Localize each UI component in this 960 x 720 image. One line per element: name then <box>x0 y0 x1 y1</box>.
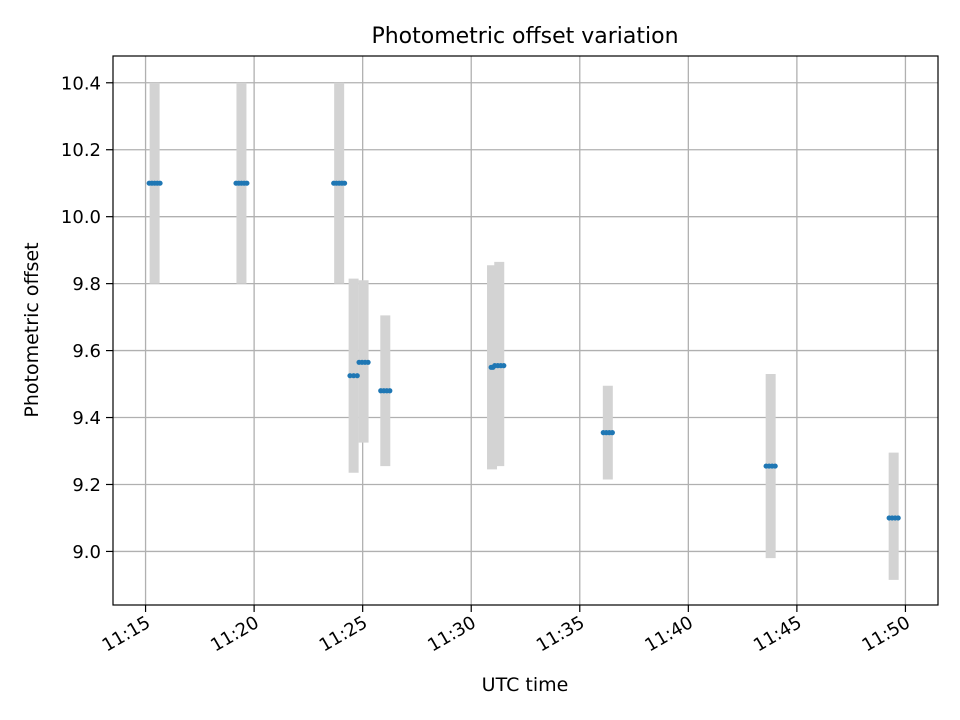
y-tick-label: 10.2 <box>61 140 101 161</box>
y-axis-label: Photometric offset <box>21 242 43 417</box>
data-point <box>772 463 778 469</box>
y-axis-ticks: 9.0 9.2 9.4 9.6 9.8 10.0 10.2 10.4 <box>61 73 113 563</box>
y-tick-label: 9.0 <box>72 542 101 563</box>
data-markers <box>146 180 901 521</box>
data-point <box>387 388 393 394</box>
y-tick-label: 10.4 <box>61 73 101 94</box>
data-point <box>157 180 163 186</box>
x-axis-label: UTC time <box>482 674 569 696</box>
data-point <box>341 180 348 186</box>
y-tick-label: 9.2 <box>72 475 101 496</box>
chart-title: Photometric offset variation <box>371 24 678 49</box>
data-point <box>347 373 353 379</box>
data-point <box>351 373 357 379</box>
y-tick-label: 9.8 <box>72 274 101 295</box>
y-tick-label: 9.6 <box>72 341 101 362</box>
data-point <box>365 359 371 365</box>
data-point <box>354 373 360 379</box>
data-point <box>895 515 901 521</box>
data-point <box>609 430 615 436</box>
data-point <box>244 180 250 186</box>
plot-frame <box>112 55 939 606</box>
y-tick-label: 10.0 <box>61 207 101 228</box>
grid <box>113 56 938 605</box>
data-point <box>501 363 507 369</box>
y-tick-label: 9.4 <box>72 408 101 429</box>
